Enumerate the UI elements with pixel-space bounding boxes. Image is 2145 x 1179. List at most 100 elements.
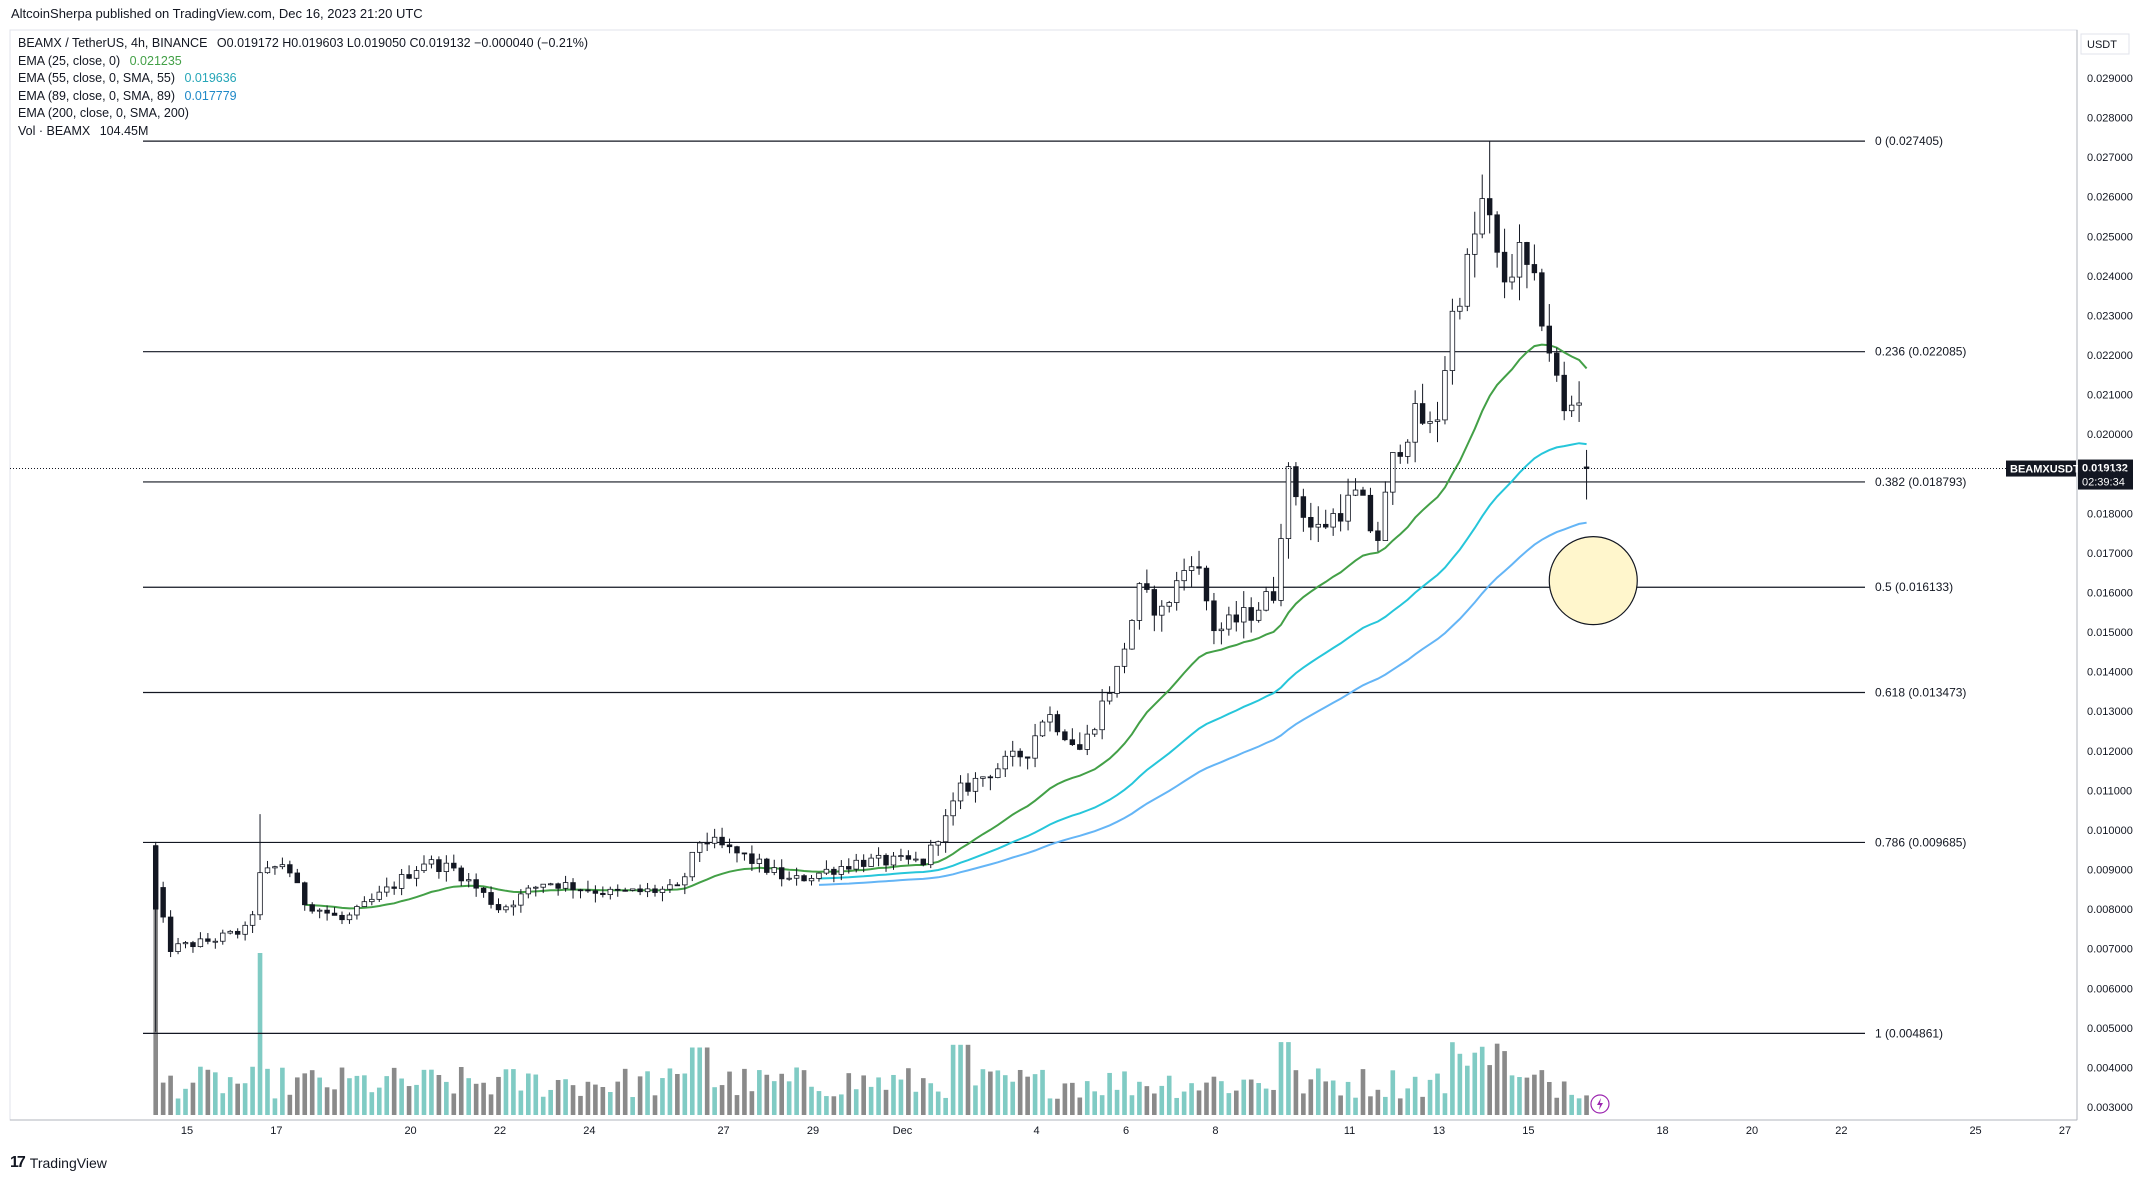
candle-body: [272, 866, 278, 869]
volume-bar: [697, 1047, 703, 1115]
volume-bar: [809, 1086, 814, 1115]
price-tick-label: 0.005000: [2087, 1023, 2133, 1035]
candle-body: [555, 883, 561, 889]
price-axis[interactable]: USDT 0.029000 0.028000 0.027000 0.026000 0.02…: [2080, 33, 2133, 1114]
candle-body: [756, 858, 763, 864]
volume-bar: [593, 1084, 598, 1115]
legend-indicator-ema55[interactable]: EMA (55, close, 0, SMA, 55) 0.019636: [18, 70, 588, 88]
price-tick-label: 0.003000: [2087, 1102, 2133, 1114]
volume-bar: [1569, 1094, 1574, 1115]
volume-bar: [1532, 1074, 1537, 1115]
candle-body: [488, 892, 494, 905]
volume-bar: [235, 1083, 240, 1115]
candle-body: [570, 882, 576, 891]
legend-indicator-value: 0.017779: [184, 88, 237, 103]
candle-body: [1188, 566, 1195, 571]
candle-body: [465, 879, 472, 882]
fib-level-label: 0.236 (0.022085): [1875, 345, 1966, 359]
candle-body: [868, 857, 874, 867]
candle-body: [771, 867, 777, 873]
price-tick-label: 0.008000: [2087, 904, 2133, 916]
candle-body: [413, 870, 420, 879]
legend-indicator-volume[interactable]: Vol · BEAMX 104.45M: [18, 123, 588, 141]
volume-bar: [1017, 1069, 1023, 1115]
volume-bar: [1174, 1097, 1179, 1115]
volume-bar: [257, 953, 263, 1115]
candle-body: [831, 868, 837, 875]
candle-body: [1554, 352, 1560, 376]
candle-body: [1457, 305, 1463, 312]
target-zone-circle[interactable]: [1548, 536, 1638, 626]
time-tick-label: 25: [1969, 1125, 1981, 1137]
price-tick-label: 0.009000: [2087, 865, 2133, 877]
legend-indicator-ema25[interactable]: EMA (25, close, 0) 0.021235: [18, 53, 588, 71]
volume-bar: [1062, 1083, 1068, 1115]
legend-indicator-ema200[interactable]: EMA (200, close, 0, SMA, 200): [18, 105, 588, 123]
candle-body: [1397, 452, 1403, 457]
legend-symbol-row[interactable]: BEAMX / TetherUS, 4h, BINANCE O0.019172 …: [18, 35, 588, 53]
legend-indicator-label: EMA (25, close, 0): [18, 53, 121, 68]
volume-bar: [1099, 1095, 1105, 1115]
candle-body: [421, 863, 427, 872]
volume-bar: [794, 1067, 799, 1115]
candle-body: [1330, 513, 1336, 528]
tradingview-logo[interactable]: 17 TradingView: [10, 1154, 107, 1172]
candle-body: [1449, 310, 1456, 371]
candle-body: [197, 938, 204, 948]
volume-bar: [1442, 1093, 1448, 1115]
candle-body: [503, 906, 509, 911]
volume-bar: [1286, 1042, 1291, 1115]
symbol-tag: [2006, 460, 2076, 477]
legend-indicator-ema89[interactable]: EMA (89, close, 0, SMA, 89) 0.017779: [18, 88, 588, 106]
ema25-line: [304, 343, 1588, 910]
candle-body: [1300, 496, 1307, 518]
candle-body: [1173, 580, 1180, 603]
currency-label[interactable]: USDT: [2087, 39, 2117, 51]
volume-bar: [265, 1068, 270, 1115]
volume-bar: [824, 1096, 829, 1115]
fibonacci-retracement[interactable]: 0 (0.027405) 0.236 (0.022085) 0.382 (0.018…: [143, 134, 1966, 1040]
price-tick-label: 0.012000: [2087, 746, 2133, 758]
symbol-tag-text: BEAMXUSDT: [2010, 464, 2080, 476]
candle-body: [369, 898, 375, 903]
volume-bar: [317, 1077, 322, 1115]
candle-body: [384, 886, 390, 893]
volume-bar: [883, 1089, 889, 1115]
volume-bar: [988, 1071, 993, 1115]
volume-bar: [1055, 1098, 1060, 1115]
volume-bar: [1025, 1076, 1030, 1115]
volume-bar: [1137, 1081, 1142, 1115]
candle-body: [1501, 251, 1508, 283]
candle-body: [1352, 489, 1359, 496]
candle-body: [1434, 419, 1441, 422]
volume-bar: [689, 1047, 695, 1115]
last-price-tag[interactable]: [2078, 459, 2133, 490]
candle-body: [1017, 750, 1023, 758]
legend-indicator-label: EMA (55, close, 0, SMA, 55): [18, 71, 176, 85]
volume-bar: [198, 1066, 203, 1115]
candle-body: [1151, 589, 1158, 616]
volume-bar: [183, 1088, 188, 1115]
candle-body: [1263, 591, 1269, 611]
candle-body: [1039, 721, 1046, 737]
price-tick-label: 0.025000: [2087, 231, 2133, 243]
volume-bar: [1144, 1086, 1150, 1115]
volume-bar: [995, 1070, 1001, 1115]
candle-body: [913, 858, 919, 861]
volume-bar: [481, 1082, 486, 1115]
candle-body: [585, 889, 591, 892]
candle-body: [1419, 403, 1426, 424]
volume-bar: [384, 1076, 390, 1115]
candle-body: [704, 842, 710, 845]
time-tick-label: 15: [181, 1125, 193, 1137]
candle-body: [1531, 264, 1538, 274]
volume-bar: [757, 1070, 762, 1115]
volume-bar: [1368, 1096, 1373, 1115]
volume-bar: [1315, 1068, 1321, 1115]
time-axis[interactable]: 15 17 20 22 24 27 29 Dec 4 6 8 11 13 15 18 20 22 25 27: [181, 1125, 2071, 1137]
volume-bar: [205, 1069, 211, 1115]
candle-body: [518, 893, 524, 906]
candle-body: [920, 858, 927, 866]
volume-bar: [831, 1096, 837, 1115]
